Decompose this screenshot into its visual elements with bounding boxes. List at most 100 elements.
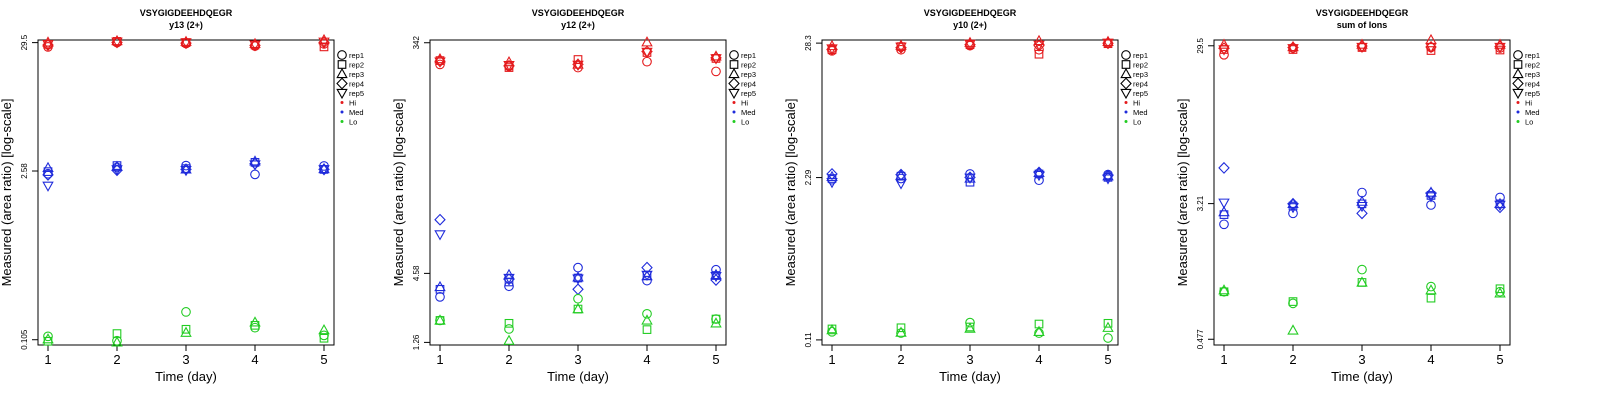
legend-symbol-rep4 — [336, 77, 348, 90]
legend-label: rep4 — [349, 80, 364, 89]
y-tick-label: 0.105 — [20, 329, 29, 350]
data-point-lo-rep2 — [1426, 293, 1436, 303]
data-point-med-rep4 — [1287, 197, 1299, 210]
data-point-lo-rep1 — [250, 322, 260, 333]
data-point-hi-rep5 — [318, 37, 330, 48]
chart-subtitle: y12 (2+) — [561, 20, 595, 30]
legend-label: rep1 — [349, 51, 364, 60]
legend-label: Lo — [1133, 118, 1141, 127]
legend-symbol-rep4 — [728, 77, 740, 90]
y-axis-label: Measured (area ratio) [log-scale] — [0, 99, 14, 287]
data-point-med-rep3 — [572, 271, 584, 282]
chart-subtitle: y13 (2+) — [169, 20, 203, 30]
data-point-hi-rep5 — [42, 40, 54, 51]
data-point-med-rep1 — [435, 292, 445, 302]
chart-subtitle: y10 (2+) — [953, 20, 987, 30]
legend-label: Med — [1133, 108, 1148, 117]
legend-dot-hi — [1124, 101, 1128, 104]
data-point-med-rep3 — [1218, 205, 1230, 217]
data-point-hi-rep2 — [1426, 46, 1436, 55]
data-point-hi-rep2 — [573, 55, 583, 64]
data-point-med-rep1 — [181, 160, 191, 171]
data-point-lo-rep2 — [504, 318, 514, 328]
legend-label: Lo — [1525, 118, 1533, 127]
data-point-med-rep3 — [180, 163, 192, 174]
data-point-hi-rep5 — [964, 39, 976, 51]
data-point-med-rep5 — [1287, 203, 1299, 214]
data-point-hi-rep5 — [1033, 40, 1045, 51]
data-point-med-rep1 — [573, 262, 583, 273]
data-point-hi-rep3 — [1218, 38, 1230, 49]
chart-panel-4: VSYGIGDEEHDQEGR sum of Ions 1 2 3 4 5 Time (day… — [1175, 8, 1540, 384]
chart-panel-3: VSYGIGDEEHDQEGR y10 (2+) 1 2 3 4 5 Time (day) 28… — [783, 8, 1148, 384]
legend-symbol-rep2 — [729, 60, 739, 69]
data-point-med-rep5 — [1494, 200, 1506, 212]
data-point-lo-rep2 — [1495, 284, 1505, 294]
data-point-med-rep1 — [1219, 219, 1229, 230]
legend-label: Hi — [349, 99, 356, 108]
data-point-lo-rep1 — [642, 308, 652, 319]
data-point-hi-rep5 — [1494, 42, 1506, 54]
data-point-hi-rep1 — [711, 66, 721, 77]
data-point-hi-rep5 — [180, 38, 192, 49]
data-point-med-rep5 — [434, 230, 446, 241]
data-point-med-rep4 — [572, 283, 584, 296]
legend-label: rep5 — [1525, 89, 1540, 98]
chart-panel-1: VSYGIGDEEHDQEGR y13 (2+) 1 2 3 4 5 Time (day) 29… — [0, 8, 364, 384]
data-point-lo-rep3 — [572, 302, 584, 314]
data-point-med-rep3 — [42, 161, 54, 172]
legend-dot-lo — [340, 120, 344, 123]
data-point-lo-rep3 — [1425, 284, 1437, 295]
data-point-lo-rep1 — [504, 324, 514, 334]
data-point-med-rep5 — [249, 160, 261, 171]
chart-title: VSYGIGDEEHDQEGR — [532, 8, 625, 18]
x-tick-label: 4 — [251, 352, 258, 367]
data-point-med-rep5 — [1102, 174, 1114, 185]
data-point-lo-rep2 — [1103, 318, 1113, 328]
legend-symbol-rep2 — [1513, 60, 1523, 69]
data-point-med-rep5 — [42, 181, 54, 192]
x-tick-label: 3 — [966, 352, 973, 367]
y-axis-label: Measured (area ratio) [log-scale] — [391, 99, 406, 287]
data-point-lo-rep3 — [180, 326, 192, 337]
data-point-lo-rep3 — [1356, 276, 1368, 287]
data-point-hi-rep1 — [1219, 49, 1229, 60]
x-tick-label: 1 — [44, 352, 51, 367]
data-point-lo-rep2 — [319, 333, 329, 343]
legend-label: rep5 — [349, 89, 364, 98]
y-axis-label: Measured (area ratio) [log-scale] — [1175, 99, 1190, 287]
data-point-hi-rep5 — [895, 42, 907, 53]
legend-label: rep1 — [1133, 51, 1148, 60]
data-point-lo-rep3 — [1218, 284, 1230, 295]
data-point-lo-rep3 — [1102, 321, 1114, 332]
x-axis-label: Time (day) — [547, 369, 609, 384]
data-point-lo-rep1 — [965, 317, 975, 328]
legend-label: rep2 — [1133, 61, 1148, 70]
legend-symbol-rep1 — [1121, 50, 1131, 60]
data-point-lo-rep3 — [641, 314, 653, 325]
data-point-med-rep4 — [1425, 187, 1437, 200]
y-tick-label: 0.11 — [804, 332, 813, 348]
data-point-lo-rep2 — [181, 324, 191, 334]
data-point-lo-rep1 — [1288, 298, 1298, 309]
legend-dot-hi — [732, 101, 736, 104]
legend-label: rep5 — [741, 89, 756, 98]
data-point-med-rep3 — [1356, 195, 1368, 206]
data-point-med-rep1 — [642, 275, 652, 286]
legend-symbol-rep5 — [1120, 88, 1132, 100]
legend-dot-med — [1516, 110, 1520, 114]
legend-symbol-rep5 — [728, 88, 740, 100]
legend-dot-lo — [1516, 120, 1520, 123]
data-point-lo-rep3 — [434, 314, 446, 325]
data-point-hi-rep3 — [1287, 40, 1299, 52]
data-point-med-rep5 — [1356, 201, 1368, 213]
data-point-hi-rep5 — [572, 60, 584, 72]
y-tick-label: 1.26 — [412, 334, 421, 350]
y-tick-label: 29.5 — [20, 34, 29, 50]
data-point-hi-rep3 — [641, 36, 653, 47]
data-point-med-rep5 — [503, 273, 515, 285]
